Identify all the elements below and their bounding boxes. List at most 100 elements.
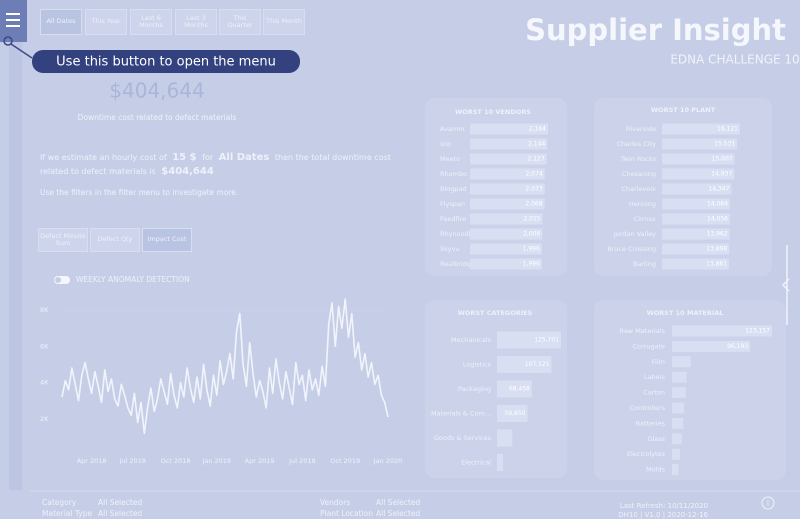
panel: [425, 300, 567, 478]
category-label: Flyspan: [440, 200, 465, 208]
bar: [662, 123, 740, 135]
category-label: Molds: [646, 466, 666, 474]
chart-title: WORST CATEGORIES: [458, 309, 533, 317]
bar: [470, 198, 545, 210]
filter-button[interactable]: All Dates: [40, 9, 82, 35]
category-label: Logistics: [463, 361, 492, 369]
category-label: Henning: [629, 200, 656, 208]
x-tick-label: Jul 2018: [119, 457, 146, 465]
category-label: Controllers: [630, 404, 666, 412]
value-label: 107,121: [525, 361, 550, 368]
bar: [497, 454, 504, 471]
y-tick-label: 8K: [40, 306, 49, 314]
tooltip-pointer: [10, 43, 33, 59]
narrative: If we estimate an hourly cost of 15 $ fo…: [40, 152, 391, 163]
narrative-period: All Dates: [219, 152, 270, 163]
y-tick-label: 2K: [40, 415, 49, 423]
footer-filter-value: All Selected: [98, 509, 142, 518]
category-label: Twin Rocks: [620, 155, 657, 163]
tooltip-text: Use this button to open the menu: [56, 55, 276, 70]
y-tick-label: 4K: [40, 379, 49, 387]
bar: [672, 387, 686, 399]
filter-button[interactable]: This Quarter: [219, 9, 261, 35]
category-label: Electrical: [461, 459, 491, 467]
category-label: Meeto: [440, 155, 460, 163]
value-label: 1,996: [523, 246, 540, 253]
bar: [672, 356, 691, 368]
bar: [672, 325, 772, 337]
line-series: [61, 298, 389, 435]
filter-button[interactable]: Last 3 Months: [175, 9, 217, 35]
category-label: Jordan Valley: [613, 230, 656, 238]
info-icon[interactable]: [761, 496, 775, 510]
toggle-label: WEEKLY ANOMALY DETECTION: [76, 275, 190, 284]
bar: [497, 331, 561, 349]
value-label: 13,962: [707, 231, 728, 238]
footer-filter-label: Category: [42, 498, 77, 507]
bar: [672, 448, 681, 460]
category-label: Skyvu: [440, 245, 459, 253]
value-label: 16,121: [717, 126, 738, 133]
category-label: Bruce Crossing: [607, 245, 656, 253]
category-label: Carton: [643, 389, 665, 397]
filter-button[interactable]: Defect Qty: [90, 228, 140, 252]
footer-filter-label: Material Type: [42, 509, 92, 518]
menu-icon: [6, 19, 20, 21]
filter-button[interactable]: Last 6 Months: [130, 9, 172, 35]
value-label: 123,157: [745, 328, 770, 335]
menu-icon: [6, 25, 20, 27]
x-tick-label: Oct 2019: [330, 457, 360, 465]
menu-icon: [6, 13, 20, 15]
filter-button[interactable]: This Month: [263, 9, 305, 35]
bar: [470, 213, 543, 225]
value-label: 14,056: [707, 216, 728, 223]
value-label: 59,850: [504, 410, 525, 417]
value-label: 125,701: [534, 337, 559, 344]
category-label: Batteries: [636, 419, 666, 427]
bar: [497, 429, 513, 447]
bar: [470, 138, 548, 150]
value-label: 14,064: [707, 201, 728, 208]
narrative: related to defect materials is $404,644: [40, 166, 214, 177]
value-label: 1,996: [523, 261, 540, 268]
filter-button[interactable]: Defect Minute Sum: [38, 228, 88, 252]
bar: [662, 258, 730, 270]
collapse-chevron[interactable]: [781, 278, 790, 292]
value-label: 68,458: [509, 386, 530, 393]
refresh-text: Last Refresh: 10/11/2020: [620, 502, 708, 510]
value-label: 15,007: [712, 156, 733, 163]
value-label: 2,015: [523, 216, 540, 223]
category-label: Avamm: [440, 125, 465, 133]
bar: [662, 153, 735, 165]
kpi-caption: Downtime cost related to defect material…: [78, 113, 237, 122]
x-tick-label: Jan 2019: [201, 457, 231, 465]
bar: [470, 258, 542, 270]
bar: [470, 153, 547, 165]
bar: [672, 417, 684, 429]
y-tick-label: 6K: [40, 342, 49, 350]
category-label: Electrolytes: [627, 450, 666, 458]
bar: [672, 402, 685, 414]
bar: [662, 198, 731, 210]
value-label: 2,144: [528, 141, 545, 148]
category-label: Labels: [644, 373, 666, 381]
sidebar-strip: [9, 40, 22, 490]
category-label: Charlevoix: [621, 185, 656, 193]
narrative-text: If we estimate an hourly cost of: [40, 153, 167, 162]
category-label: Film: [652, 358, 665, 366]
bar: [672, 433, 682, 445]
bar: [497, 356, 552, 373]
filter-button[interactable]: Impact Cost: [142, 228, 192, 252]
bar: [497, 380, 532, 398]
bar: [497, 405, 528, 422]
footer-filter-value: All Selected: [376, 509, 420, 518]
bar: [672, 371, 687, 383]
narrative-text: then the total downtime cost: [275, 153, 391, 162]
chart-title: WORST 10 MATERIAL: [647, 309, 724, 317]
filter-button[interactable]: This Year: [85, 9, 127, 35]
tooltip: [32, 50, 300, 73]
value-label: 2,073: [526, 186, 543, 193]
tooltip-anchor: [3, 36, 13, 46]
